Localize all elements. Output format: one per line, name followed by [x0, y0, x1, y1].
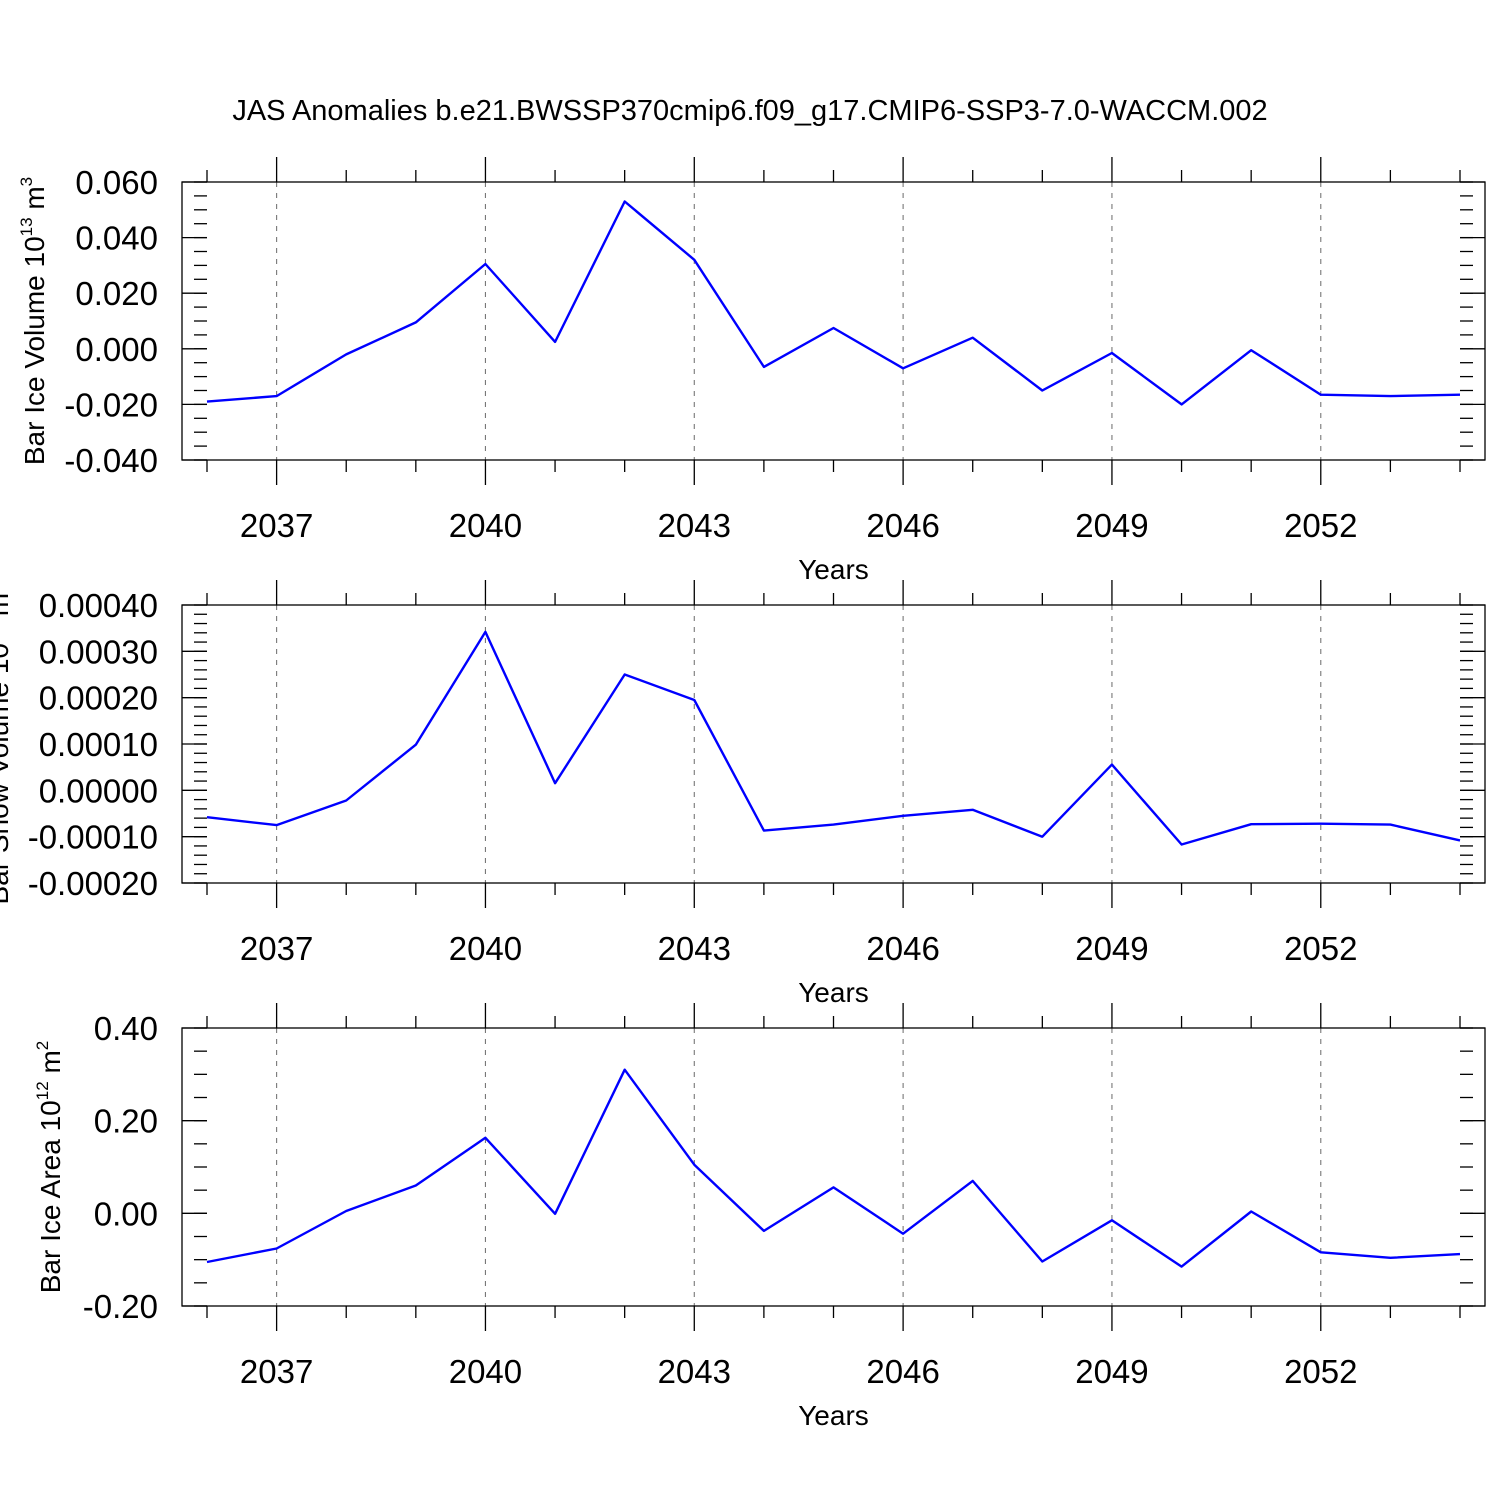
y-axis-label-unit-exponent: 3	[17, 177, 36, 186]
y-tick-label: 0.040	[75, 220, 158, 257]
y-tick-label: 0.00030	[39, 633, 158, 670]
y-tick-label: 0.020	[75, 275, 158, 312]
y-axis-label: Bar Ice Area 1012 m2	[33, 1041, 66, 1294]
y-tick-label: 0.060	[75, 164, 158, 201]
y-tick-label: 0.00020	[39, 680, 158, 717]
y-tick-label: 0.000	[75, 331, 158, 368]
series-line	[206, 1068, 1461, 1268]
y-tick-label: -0.040	[64, 442, 158, 479]
y-tick-label: 0.00010	[39, 726, 158, 763]
x-tick-label: 2046	[866, 507, 939, 544]
panel-ice-area: 2037 2040 2043 2046 2049 2052 Years -0.20 0.00 0.…	[33, 1003, 1486, 1431]
y-axis-label-unit-exponent: 2	[33, 1041, 52, 1050]
x-tick-label: 2040	[449, 1353, 522, 1390]
y-axis-label-text: Bar Ice Area 10	[35, 1100, 66, 1293]
x-axis-label: Years	[798, 554, 869, 585]
x-tick-label: 2046	[866, 930, 939, 967]
y-tick-label: -0.20	[83, 1288, 158, 1325]
x-tick-label: 2046	[866, 1353, 939, 1390]
x-tick-label: 2043	[658, 1353, 731, 1390]
y-tick-label: -0.00010	[28, 819, 158, 856]
x-tick-label: 2037	[240, 1353, 313, 1390]
x-tick-label: 2043	[658, 930, 731, 967]
y-tick-label: 0.00000	[39, 772, 158, 809]
x-tick-label: 2049	[1075, 1353, 1148, 1390]
y-axis-label-unit: m	[0, 593, 14, 624]
y-tick-label: 0.20	[94, 1103, 158, 1140]
y-axis-label-exponent: 12	[33, 1081, 52, 1100]
x-tick-label: 2037	[240, 930, 313, 967]
x-tick-label: 2052	[1284, 1353, 1357, 1390]
y-axis-label-unit: m	[19, 186, 50, 217]
y-tick-label: -0.00020	[28, 865, 158, 902]
y-tick-label: -0.020	[64, 386, 158, 423]
x-tick-label: 2049	[1075, 507, 1148, 544]
x-tick-label: 2049	[1075, 930, 1148, 967]
y-tick-label: 0.40	[94, 1010, 158, 1047]
x-tick-label: 2052	[1284, 507, 1357, 544]
chart-title: JAS Anomalies b.e21.BWSSP370cmip6.f09_g1…	[232, 95, 1267, 127]
series-line	[206, 630, 1461, 846]
y-axis-label-unit: m	[35, 1050, 66, 1081]
x-axis-label: Years	[798, 1400, 869, 1431]
y-axis-label-text: Bar Snow Volume 10	[0, 643, 14, 905]
y-tick-label: 0.00040	[39, 587, 158, 624]
y-axis-label: Bar Snow Volume 1013 m3	[0, 584, 14, 905]
x-axis-label: Years	[798, 977, 869, 1008]
x-tick-label: 2043	[658, 507, 731, 544]
x-tick-label: 2040	[449, 930, 522, 967]
y-axis-label: Bar Ice Volume 1013 m3	[17, 177, 50, 465]
y-axis-label-text: Bar Ice Volume 10	[19, 236, 50, 465]
y-axis-label-exponent: 13	[17, 217, 36, 236]
y-tick-label: 0.00	[94, 1195, 158, 1232]
x-tick-label: 2040	[449, 507, 522, 544]
panel-snow-volume: 2037 2040 2043 2046 2049 2052 Years -0.00020 -0.…	[0, 580, 1486, 1008]
x-tick-label: 2037	[240, 507, 313, 544]
x-tick-label: 2052	[1284, 930, 1357, 967]
series-line	[206, 200, 1461, 406]
panel-ice-volume: 2037 2040 2043 2046 2049 2052 Years -0.040 -0.02…	[17, 157, 1486, 585]
